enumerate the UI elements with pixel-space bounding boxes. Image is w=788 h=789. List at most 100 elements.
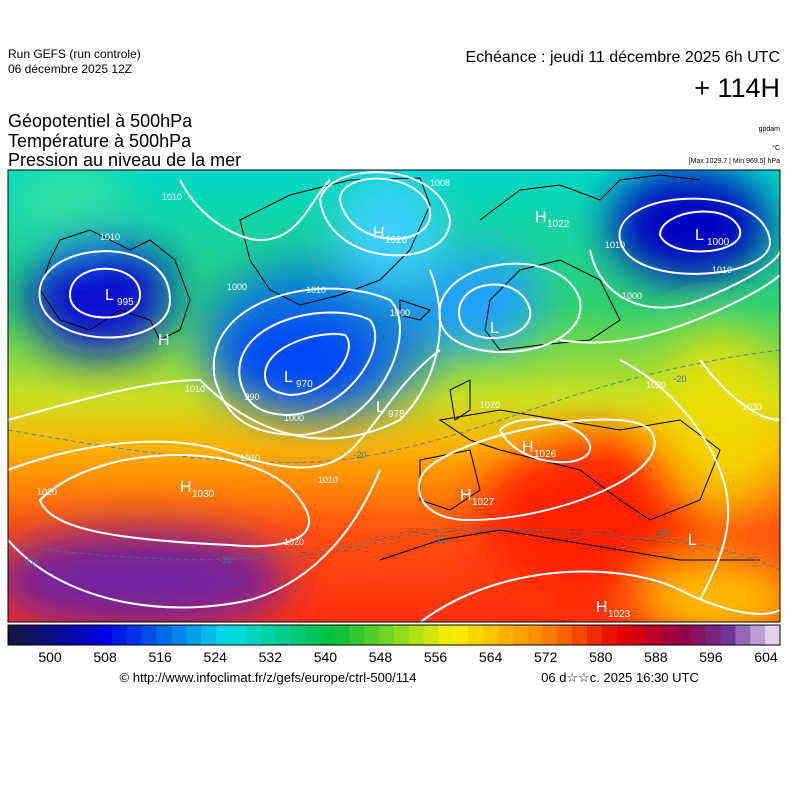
colorbar-swatch: [97, 625, 113, 645]
colorbar-swatch: [765, 625, 781, 645]
colorbar-tick-label: 524: [204, 649, 228, 665]
center-symbol: H: [180, 479, 192, 496]
colorbar-swatch: [572, 625, 588, 645]
center-symbol: L: [490, 320, 499, 337]
isobar-label: 1010: [306, 285, 326, 295]
colorbar-swatch: [735, 625, 751, 645]
isobar-label: 1010: [162, 192, 182, 202]
source-link[interactable]: © http://www.infoclimat.fr/z/gefs/europe…: [120, 670, 417, 685]
colorbar-swatch: [230, 625, 247, 645]
colorbar-swatch: [661, 625, 677, 645]
colorbar-tick-label: 500: [38, 649, 62, 665]
colorbar-swatch: [690, 625, 707, 645]
center-value: 1000: [707, 237, 730, 248]
layer-title: Température à 500hPa: [8, 131, 192, 151]
colorbar-swatch: [379, 625, 395, 645]
colorbar-tick-label: 564: [479, 649, 503, 665]
isotherm-label: -10: [218, 555, 231, 565]
center-symbol: L: [688, 532, 697, 549]
center-symbol: H: [596, 599, 608, 616]
isobar-label: 1020: [284, 537, 304, 547]
center-symbol: L: [376, 399, 385, 416]
colorbar-swatch: [631, 625, 647, 645]
isotherm-label: -20: [655, 528, 668, 538]
isobar-label: 1020: [37, 487, 57, 497]
colorbar-tick-label: 596: [699, 649, 723, 665]
colorbar-swatch: [705, 625, 722, 645]
colorbar-swatch: [67, 625, 83, 645]
isobar-label: 1020: [480, 400, 500, 410]
center-value: 995: [117, 297, 134, 308]
center-symbol: H: [535, 209, 547, 226]
generated-time: 06 d☆☆c. 2025 16:30 UTC: [541, 670, 699, 685]
isobar-label: 1008: [430, 178, 450, 188]
map-frame: [7, 169, 781, 623]
colorbar-swatch: [676, 625, 692, 645]
colorbar-swatch: [245, 625, 261, 645]
colorbar-swatch: [215, 625, 232, 645]
coastlines: [39, 174, 760, 561]
colorbar-swatch: [512, 625, 529, 645]
center-value: 970: [296, 379, 313, 390]
colorbar-tick-label: 572: [534, 649, 558, 665]
colorbar-swatch: [750, 625, 766, 645]
colorbar-swatch: [646, 625, 662, 645]
layer-title: Géopotentiel à 500hPa: [8, 111, 193, 131]
colorbar-swatch: [497, 625, 514, 645]
center-value: 1023: [608, 609, 631, 620]
colorbar-swatch: [260, 625, 276, 645]
colorbar-tick-label: 540: [314, 649, 338, 665]
colorbar-swatch: [126, 625, 143, 645]
center-symbol: H: [158, 332, 170, 349]
colorbar-swatch: [8, 625, 24, 645]
isobar-label: 1010: [185, 384, 205, 394]
center-symbol: L: [284, 369, 293, 386]
isobars: [8, 171, 780, 622]
center-value: 1026: [534, 449, 557, 460]
isobar-label: 1020: [240, 453, 260, 463]
colorbar-swatch: [304, 625, 321, 645]
colorbar-swatch: [275, 625, 291, 645]
center-symbol: L: [105, 287, 114, 304]
valid-time: Echéance : jeudi 11 décembre 2025 6h UTC: [465, 49, 780, 66]
colorbar-swatch: [453, 625, 469, 645]
colorbar-swatch: [601, 625, 618, 645]
center-value: 1030: [192, 489, 215, 500]
isobar-label: 1010: [318, 475, 338, 485]
colorbar-swatch: [587, 625, 603, 645]
unit: [Max 1029.7 | Min 969.5] hPa: [689, 158, 780, 165]
colorbar-swatch: [201, 625, 217, 645]
isobar-label: 1020: [646, 380, 666, 390]
colorbar-swatch: [616, 625, 633, 645]
colorbar-swatch: [394, 625, 410, 645]
center-value: 1026: [385, 235, 408, 246]
colorbar-swatch: [111, 625, 128, 645]
isobar-label: 1000: [227, 282, 247, 292]
isobar-label: 1000: [622, 291, 642, 301]
colorbar-swatch: [37, 625, 54, 645]
colorbar-swatch: [557, 625, 573, 645]
isobar-label: 1010: [605, 240, 625, 250]
colorbar-swatch: [438, 625, 454, 645]
isotherm-label: -20: [353, 450, 366, 460]
colorbar-tick-label: 556: [424, 649, 448, 665]
colorbar-swatch: [171, 625, 187, 645]
colorbar-swatch: [22, 625, 39, 645]
center-value: 978: [388, 409, 405, 420]
isobar-label: 1010: [100, 232, 120, 242]
colorbar-swatch: [408, 625, 425, 645]
colorbar-swatch: [720, 625, 736, 645]
colorbar-tick-label: 532: [259, 649, 283, 665]
colorbar-tick-label: 508: [93, 649, 117, 665]
colorbar-tick-label: 548: [369, 649, 393, 665]
colorbar-swatch: [290, 625, 306, 645]
lead-time: + 114H: [694, 73, 780, 103]
center-symbol: H: [373, 225, 385, 242]
isotherms: [8, 349, 780, 571]
colorbar-swatch: [156, 625, 172, 645]
center-symbol: H: [460, 487, 472, 504]
isobar-label: 1010: [712, 265, 732, 275]
run-date: 06 décembre 2025 12Z: [8, 62, 132, 76]
